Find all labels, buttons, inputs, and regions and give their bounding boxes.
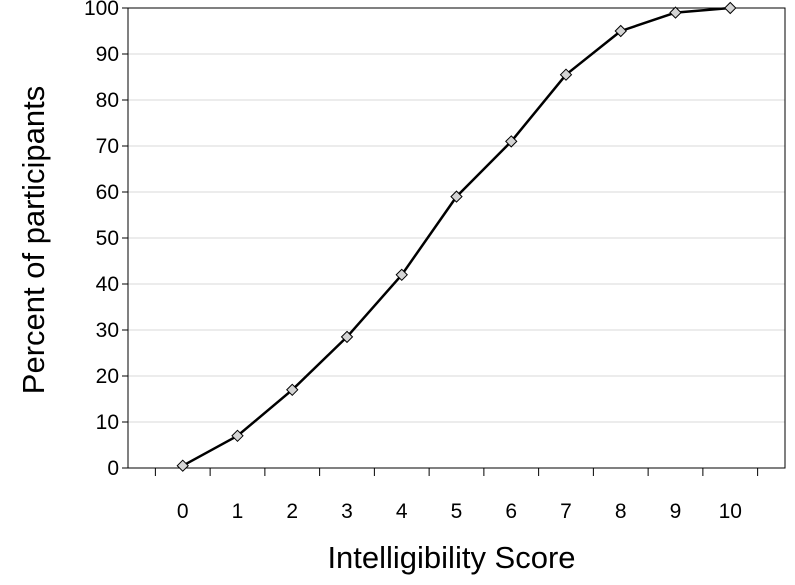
y-tick-label: 80 (96, 89, 119, 112)
y-tick-label: 100 (84, 0, 119, 20)
x-axis-tick-labels: 0 1 2 3 4 5 6 7 8 9 10 (177, 500, 742, 523)
data-point-marker (450, 190, 463, 203)
y-tick-label: 30 (96, 319, 119, 342)
y-axis-ticks (122, 7, 128, 469)
x-tick-label: 3 (341, 500, 353, 523)
x-tick-label: 1 (232, 500, 244, 523)
data-point-marker (614, 24, 627, 38)
data-point-marker (559, 68, 573, 81)
data-point-marker (286, 383, 299, 397)
y-tick-label: 10 (96, 411, 119, 434)
x-tick-label: 4 (396, 500, 408, 523)
x-tick-label: 6 (505, 500, 517, 523)
y-tick-label: 60 (96, 181, 119, 204)
x-tick-label: 10 (719, 500, 742, 523)
data-point-marker (176, 459, 189, 472)
x-axis-ticks (154, 468, 759, 476)
y-axis-tick-labels: 0 10 20 30 40 50 60 70 80 90 100 (84, 0, 119, 480)
y-tick-label: 70 (96, 135, 119, 158)
x-tick-label: 0 (177, 500, 189, 523)
y-tick-label: 20 (96, 365, 119, 388)
x-tick-label: 8 (615, 500, 627, 523)
data-point-marker (669, 6, 682, 19)
x-tick-label: 2 (286, 500, 298, 523)
x-axis-title: Intelligibility Score (327, 540, 575, 575)
data-point-marker (395, 268, 408, 282)
x-tick-label: 5 (451, 500, 463, 523)
y-tick-label: 0 (107, 457, 119, 480)
y-axis-title: Percent of participants (16, 86, 51, 394)
data-point-marker (340, 330, 354, 344)
series-layer (176, 1, 737, 472)
data-point-marker (724, 1, 737, 15)
x-tick-label: 7 (560, 500, 572, 523)
y-tick-label: 50 (96, 227, 119, 250)
y-tick-label: 40 (96, 273, 119, 296)
y-tick-label: 90 (96, 43, 119, 66)
data-point-marker (505, 135, 518, 148)
x-tick-label: 9 (670, 500, 682, 523)
data-point-marker (231, 429, 244, 443)
